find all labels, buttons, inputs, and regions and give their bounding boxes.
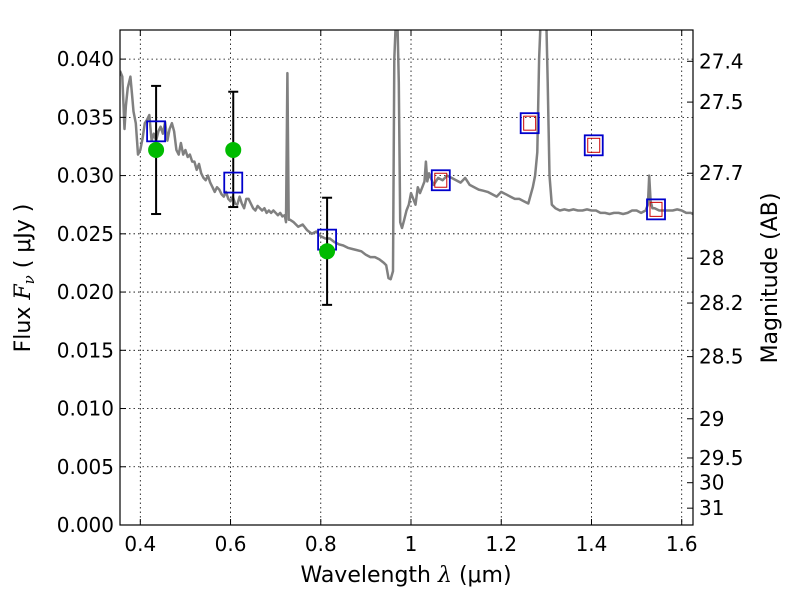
y-axis-title: Flux Fν ( μJy ): [11, 204, 38, 353]
model-box: [646, 198, 666, 221]
model-box-inner: [649, 201, 663, 217]
magnitude-tick-label: 27.4: [699, 49, 744, 73]
y-tick-label: 0.020: [57, 280, 114, 304]
x-tick-label: 0.6: [215, 532, 247, 556]
spectrum-line: [120, 30, 693, 281]
model-box: [430, 169, 451, 192]
model-box: [146, 120, 166, 143]
errorbar-layer: [151, 84, 333, 306]
x-axis-title: Wavelength λ (μm): [300, 563, 511, 588]
model-box-inner: [434, 172, 448, 188]
magnitude-tick-label: 29.5: [699, 446, 744, 470]
magnitude-tick-label: 28: [699, 246, 724, 270]
y-tick-label: 0.030: [57, 164, 114, 188]
model-box-inner: [523, 115, 537, 131]
model-box-inner: [587, 137, 601, 153]
x-tick-label: 1.4: [576, 532, 608, 556]
y-tick-label: 0.015: [57, 338, 114, 362]
model-box: [583, 134, 604, 157]
magnitude-axis-title: Magnitude (AB): [758, 193, 783, 364]
y-tick-label: 0.035: [57, 105, 114, 129]
x-tick-label: 1: [405, 532, 418, 556]
x-tick-label: 0.4: [124, 532, 156, 556]
magnitude-tick-label: 31: [699, 496, 724, 520]
y-tick-label: 0.025: [57, 222, 114, 246]
observed-point: [225, 141, 242, 158]
observed-point: [148, 141, 165, 158]
magnitude-tick-label: 29: [699, 407, 724, 431]
y-tick-label: 0.000: [57, 513, 114, 537]
grid-lines: [120, 30, 693, 526]
magnitude-tick-label: 28.5: [699, 345, 744, 369]
y-tick-label: 0.005: [57, 455, 114, 479]
magnitude-tick-label: 27.7: [699, 161, 744, 185]
x-tick-label: 1.2: [485, 532, 517, 556]
magnitude-tick-label: 30: [699, 471, 724, 495]
spectrum-layer: [120, 30, 693, 281]
observed-point: [319, 243, 336, 260]
x-axis: 0.4 0.6 0.8 1 1.2 1.4 1.6: [124, 30, 698, 556]
y-tick-label: 0.010: [57, 397, 114, 421]
model-box: [519, 112, 540, 135]
x-tick-label: 1.6: [666, 532, 698, 556]
plot-frame: [119, 29, 694, 526]
x-tick-label: 0.8: [305, 532, 337, 556]
marker-layer: [146, 112, 666, 260]
y-axis: 0.000 0.005 0.010 0.015 0.020 0.025 0.030 0.035…: [57, 47, 126, 537]
magnitude-tick-label: 27.5: [699, 90, 744, 114]
y-tick-label: 0.040: [57, 47, 114, 71]
model-box: [223, 171, 244, 194]
magnitude-tick-label: 28.2: [699, 291, 744, 315]
